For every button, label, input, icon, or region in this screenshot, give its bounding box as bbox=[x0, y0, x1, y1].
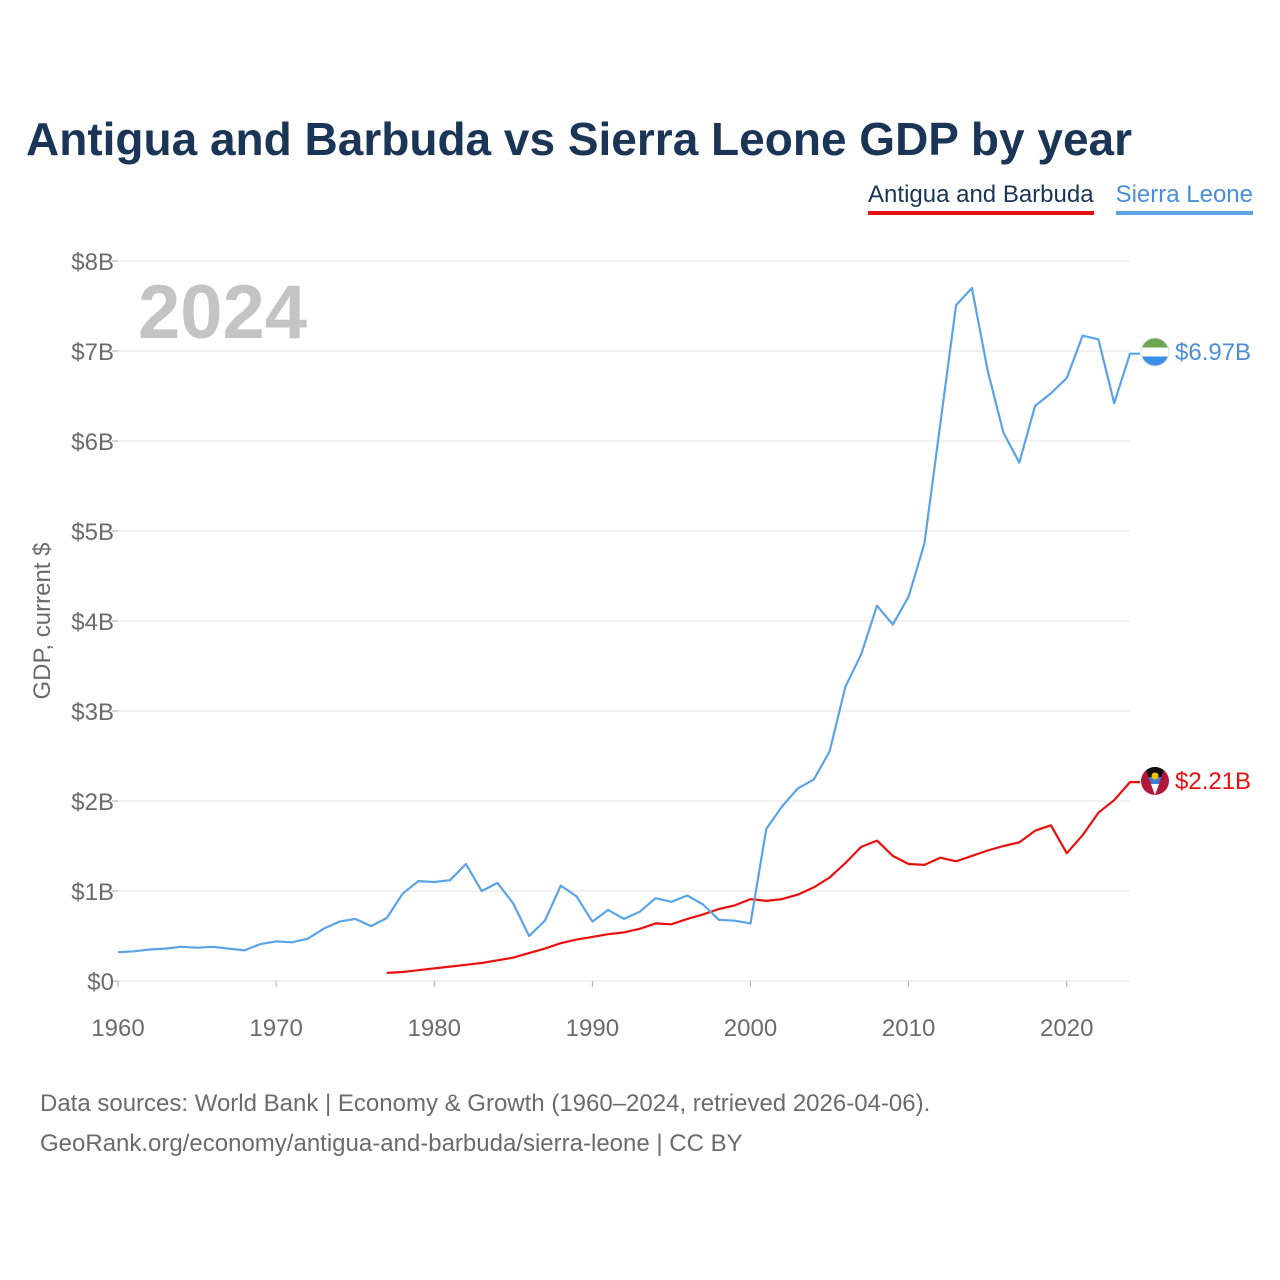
source-line-data: Data sources: World Bank | Economy & Gro… bbox=[40, 1090, 931, 1117]
gridlines bbox=[112, 260, 1130, 987]
y-tick-label: $6B bbox=[71, 429, 114, 456]
series-line-antigua-and-barbuda bbox=[386, 780, 1140, 974]
source-line-link[interactable]: GeoRank.org/economy/antigua-and-barbuda/… bbox=[40, 1130, 743, 1157]
x-tick-label: 1970 bbox=[249, 1015, 302, 1042]
x-tick-label: 1980 bbox=[408, 1015, 461, 1042]
x-tick-label: 2000 bbox=[724, 1015, 777, 1042]
y-tick-label: $7B bbox=[71, 339, 114, 366]
y-tick-label: $8B bbox=[71, 249, 114, 276]
source-note: Data sources: World Bank | Economy & Gro… bbox=[40, 1084, 930, 1164]
series-lines bbox=[117, 286, 1140, 974]
x-tick-label: 2010 bbox=[882, 1015, 935, 1042]
end-value-label-sierra-leone: $6.97B bbox=[1175, 339, 1251, 366]
y-axis-label: GDP, current $ bbox=[29, 543, 56, 700]
legend-item-antigua-and-barbuda[interactable]: Antigua and Barbuda bbox=[868, 181, 1094, 215]
x-tick-label: 1960 bbox=[91, 1015, 144, 1042]
y-tick-label: $3B bbox=[71, 699, 114, 726]
flag-antigua-and-barbuda-icon bbox=[1141, 767, 1169, 795]
flag-sierra-leone-icon bbox=[1140, 337, 1170, 367]
y-tick-label: $0 bbox=[87, 969, 114, 996]
legend: Antigua and Barbuda Sierra Leone bbox=[868, 181, 1253, 215]
chart-title: Antigua and Barbuda vs Sierra Leone GDP … bbox=[26, 113, 1133, 165]
y-axis-tick-labels: $0 $1B $2B $3B $4B $5B $6B $7B $8B bbox=[71, 249, 114, 996]
y-tick-label: $5B bbox=[71, 519, 114, 546]
y-tick-label: $2B bbox=[71, 789, 114, 816]
y-tick-label: $1B bbox=[71, 879, 114, 906]
x-tick-label: 1990 bbox=[566, 1015, 619, 1042]
legend-item-sierra-leone[interactable]: Sierra Leone bbox=[1115, 181, 1253, 215]
x-axis-tick-labels: 1960 1970 1980 1990 2000 2010 2020 bbox=[91, 1015, 1093, 1042]
series-line-sierra-leone bbox=[117, 286, 1140, 954]
y-tick-label: $4B bbox=[71, 609, 114, 636]
x-tick-label: 2020 bbox=[1040, 1015, 1093, 1042]
end-value-label-antigua-and-barbuda: $2.21B bbox=[1175, 768, 1251, 795]
year-watermark: 2024 bbox=[138, 270, 307, 355]
